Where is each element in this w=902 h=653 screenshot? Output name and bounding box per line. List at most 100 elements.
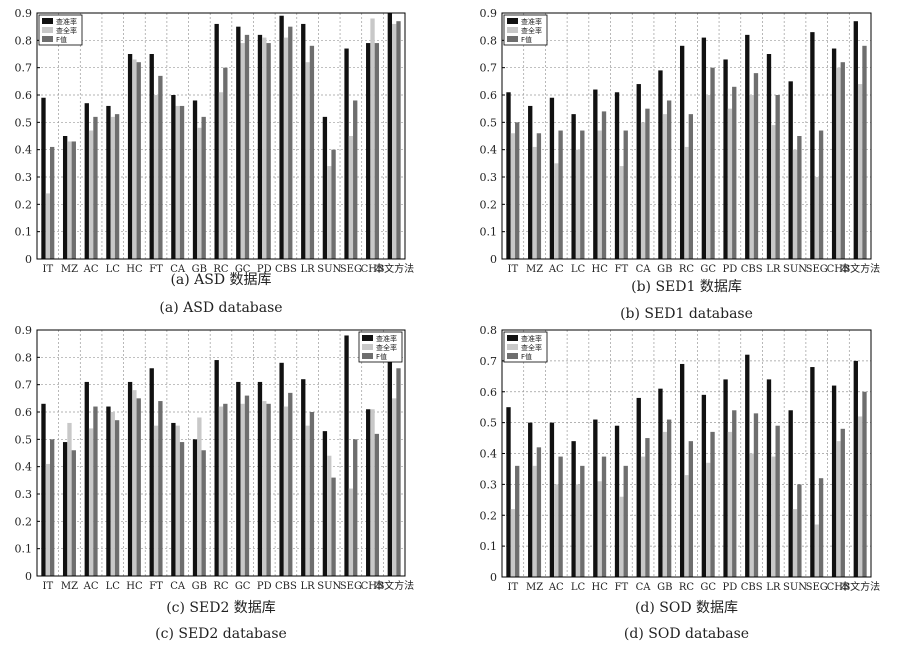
y-tick-label: 0 (25, 570, 32, 583)
chart-panel-3: 0 0.1 0.2 0.3 0.4 0.5 0.6 0.7 0.8 0.9 IT MZ AC LC HC FT… (15, 324, 415, 642)
bar-查准率-FT (149, 368, 154, 576)
y-tick-label: 0.2 (15, 515, 33, 528)
y-tick-label: 0.9 (15, 7, 33, 20)
bar-查全率-GC (240, 43, 245, 259)
bar-查全率-MZ (532, 146, 537, 259)
bar-查准率-MZ (62, 136, 68, 259)
bar-查准率-LC (106, 105, 111, 259)
bar-查全率-LR (771, 125, 776, 259)
y-tick-label: 0.5 (15, 116, 33, 129)
y-tick-label: 0.4 (15, 144, 33, 157)
legend-swatch (507, 344, 518, 350)
legend-label: F值 (521, 35, 532, 44)
y-tick-label: 0.1 (15, 226, 33, 239)
plot-frame (501, 12, 872, 260)
bar-F值-AC (558, 130, 563, 259)
bar-查准率-SEG (344, 48, 349, 260)
x-tick-label: LR (766, 264, 781, 275)
bar-F值-CHB (374, 433, 380, 576)
bar-查准率-AC (549, 422, 555, 577)
bar-查准率-CA (636, 84, 641, 259)
bar-查准率-GC (701, 37, 707, 259)
bar-查全率-GC (706, 462, 711, 577)
bar-查全率-MZ (532, 465, 537, 577)
bar-查准率-MZ (528, 105, 533, 259)
bar-查准率-CA (636, 397, 641, 577)
bar-查准率-HC (593, 89, 598, 260)
x-tick-label: 本文方法 (374, 579, 414, 592)
bar-查全率-本文方法 (857, 416, 863, 577)
x-tick-label: CA (636, 582, 652, 593)
legend-label: 查全率 (521, 343, 542, 352)
bar-查准率-PD (257, 381, 263, 576)
legend-label: 查全率 (521, 26, 542, 35)
x-tick-label: SEG (806, 264, 828, 275)
bar-F值-GB (201, 450, 206, 576)
bar-F值-CHB (840, 62, 845, 260)
bar-F值-MZ (71, 141, 76, 259)
bar-查准率-GC (701, 394, 707, 577)
bar-F值-RC (688, 441, 694, 577)
bar-F值-LC (580, 130, 585, 259)
bar-F值-PD (266, 403, 271, 576)
bar-查准率-SEG (344, 335, 349, 576)
y-tick-label: 0.9 (15, 324, 33, 337)
x-tick-label: LC (571, 582, 586, 593)
y-tick-label: 0.3 (15, 171, 33, 184)
bar-查全率-AC (554, 163, 559, 259)
bar-F值-LC (114, 420, 120, 576)
x-tick-label: SEG (340, 264, 362, 275)
x-tick-label: IT (508, 264, 519, 275)
chart-panel-4: 0 0.1 0.2 0.3 0.4 0.5 0.6 0.7 0.8 IT MZ AC LC HC FT CA G… (480, 324, 881, 642)
y-tick-label: 0.1 (480, 226, 498, 239)
x-tick-label: CA (170, 581, 186, 592)
bar-F值-本文方法 (396, 368, 401, 576)
bar-查全率-CBS (749, 95, 754, 259)
bar-F值-SUN (797, 484, 802, 577)
x-tick-label: SEG (340, 581, 362, 592)
x-tick-label: HC (126, 264, 143, 275)
bar-F值-AC (558, 456, 563, 577)
bar-查准率-AC (549, 97, 555, 259)
x-tick-label: RC (213, 581, 229, 592)
bar-查准率-FT (149, 54, 154, 259)
bar-F值-GC (710, 431, 715, 577)
bar-F值-本文方法 (862, 45, 867, 259)
bar-查准率-本文方法 (387, 343, 393, 576)
bar-查准率-AC (84, 381, 89, 576)
bar-查全率-IT (45, 463, 50, 576)
x-tick-label: AC (83, 264, 99, 275)
bar-查准率-LC (106, 406, 111, 576)
bar-查全率-AC (554, 484, 559, 577)
x-tick-label: SUN (317, 264, 341, 275)
bar-查全率-LR (305, 62, 310, 260)
y-tick-label: 0.4 (480, 144, 498, 157)
bar-查准率-CBS (279, 362, 284, 576)
bar-查全率-CBS (749, 453, 754, 577)
y-tick-label: 0.6 (15, 89, 33, 102)
legend-swatch (362, 353, 373, 359)
bar-查准率-FT (614, 425, 620, 577)
x-tick-label: FT (149, 581, 163, 592)
x-tick-label: HC (591, 582, 608, 593)
x-tick-label: IT (43, 581, 54, 592)
x-tick-label: CHB (827, 582, 851, 593)
x-tick-label: FT (615, 264, 629, 275)
bar-查准率-本文方法 (853, 360, 858, 577)
bar-F值-RC (688, 114, 694, 259)
bar-查全率-本文方法 (392, 398, 397, 576)
y-tick-label: 0.3 (480, 171, 498, 184)
x-tick-label: AC (548, 582, 564, 593)
bar-查全率-CHB (836, 441, 841, 577)
bar-查全率-RC (684, 146, 689, 259)
x-tick-label: AC (548, 264, 564, 275)
y-tick-label: 0.7 (15, 62, 33, 75)
caption-chinese: (c) SED2 数据库 (166, 600, 276, 616)
bar-F值-LR (775, 95, 780, 259)
x-tick-label: RC (213, 264, 229, 275)
x-tick-label: RC (679, 582, 695, 593)
bar-查准率-HC (127, 381, 133, 576)
bar-F值-本文方法 (862, 391, 867, 577)
bar-查全率-CHB (370, 409, 375, 576)
